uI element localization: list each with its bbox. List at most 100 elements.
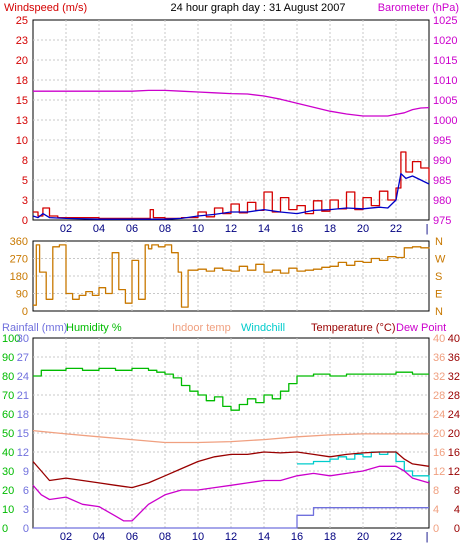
rainfall-tick: 30 (17, 333, 29, 345)
humidity-tick: 60 (2, 409, 14, 421)
indoor-temp-tick: 0 (433, 523, 439, 535)
dew-series-line (32, 465, 430, 522)
indoor-temp-tick: 40 (433, 333, 445, 345)
rainfall-tick: 12 (17, 447, 29, 459)
hour-tick: 08 (159, 223, 171, 235)
hour-tick: 22 (390, 223, 402, 235)
hour-tick: 20 (357, 223, 369, 235)
windspeed-tick: 18 (16, 75, 28, 87)
hour-tick: 10 (192, 531, 204, 543)
direction-tick: 90 (16, 289, 28, 301)
indoor-temp-tick: 32 (433, 371, 445, 383)
windspeed-tick: 3 (22, 195, 28, 207)
compass-tick: E (435, 289, 442, 301)
barometer-tick: 980 (433, 195, 451, 207)
indoor-series-line (32, 429, 429, 444)
indoor-temp-tick: 28 (433, 390, 445, 402)
hour-tick: 12 (225, 531, 237, 543)
temp-series-line (32, 451, 430, 489)
temperature-axis-label: Temperature (°C) (311, 322, 395, 334)
barometer-tick: 1025 (433, 15, 457, 27)
temperature-tick: 4 (454, 504, 460, 516)
hour-tick: 02 (60, 531, 72, 543)
rainfall-tick: 9 (23, 466, 29, 478)
windchill-series-line (297, 451, 430, 481)
temperature-tick: 16 (448, 447, 460, 459)
rainfall-tick: 15 (17, 428, 29, 440)
dew-point-label: Dew Point (396, 322, 446, 334)
hour-tick: 20 (357, 531, 369, 543)
wind-series-line (33, 151, 430, 220)
temperature-tick: 0 (454, 523, 460, 535)
barometer-tick: 1020 (433, 35, 457, 47)
indoor-temp-tick: 24 (433, 409, 445, 421)
chart-title: 24 hour graph day : 31 August 2007 (171, 2, 346, 14)
indoor-temp-tick: 36 (433, 352, 445, 364)
hour-tick: 04 (93, 531, 105, 543)
indoor-temp-tick: 16 (433, 447, 445, 459)
compass-tick: S (435, 271, 442, 283)
barometer-tick: 990 (433, 155, 451, 167)
windspeed-tick: 5 (22, 175, 28, 187)
temperature-tick: 32 (448, 371, 460, 383)
hour-tick: 16 (291, 223, 303, 235)
windspeed-tick: 15 (16, 95, 28, 107)
rainfall-axis-label: Rainfall (mm) (2, 322, 67, 334)
hour-tick: 12 (225, 223, 237, 235)
rainfall-tick: 18 (17, 409, 29, 421)
humidity-tick: 90 (2, 352, 14, 364)
baro-series-line (33, 89, 430, 117)
humidity-tick: 40 (2, 447, 14, 459)
humidity-tick: 80 (2, 371, 14, 383)
barometer-tick: 995 (433, 135, 451, 147)
humidity-series-line (33, 367, 429, 411)
hour-tick: 16 (291, 531, 303, 543)
indoor-temp-tick: 8 (433, 485, 439, 497)
compass-tick: N (435, 306, 443, 318)
compass-tick: N (435, 236, 443, 248)
dir-series-line (33, 244, 430, 308)
hour-tick: 14 (258, 531, 270, 543)
windspeed-axis-label: Windspeed (m/s) (4, 2, 87, 14)
humidity-tick: 50 (2, 428, 14, 440)
barometer-axis-label: Barometer (hPa) (378, 2, 459, 14)
indoor-temp-tick: 4 (433, 504, 439, 516)
direction-tick: 270 (10, 254, 28, 266)
windspeed-tick: 0 (22, 215, 28, 227)
rainfall-tick: 0 (23, 523, 29, 535)
rainfall-tick: 3 (23, 504, 29, 516)
humidity-tick: 0 (2, 523, 8, 535)
temperature-tick: 28 (448, 390, 460, 402)
rainfall-tick: 6 (23, 485, 29, 497)
barometer-tick: 985 (433, 175, 451, 187)
hour-tick: 04 (93, 223, 105, 235)
hour-tick: 18 (324, 223, 336, 235)
windchill-label: Windchill (241, 322, 285, 334)
windspeed-tick: 23 (16, 35, 28, 47)
humidity-tick: 70 (2, 390, 14, 402)
windspeed-tick: 20 (16, 55, 28, 67)
humidity-tick: 20 (2, 485, 14, 497)
barometer-tick: 1010 (433, 75, 457, 87)
direction-tick: 180 (10, 271, 28, 283)
hour-tick: 10 (192, 223, 204, 235)
gust-series-line (32, 172, 430, 220)
rainfall-tick: 24 (17, 371, 29, 383)
hour-tick: 06 (126, 223, 138, 235)
temperature-tick: 8 (454, 485, 460, 497)
humidity-tick: 30 (2, 466, 14, 478)
hour-tick: 14 (258, 223, 270, 235)
rainfall-tick: 21 (17, 390, 29, 402)
humidity-axis-label: Humidity % (66, 322, 122, 334)
indoor-temp-label: Indoor temp (172, 322, 231, 334)
direction-tick: 360 (10, 236, 28, 248)
humidity-tick: 100 (2, 333, 20, 345)
indoor-temp-tick: 12 (433, 466, 445, 478)
barometer-tick: 1000 (433, 115, 457, 127)
barometer-tick: 1005 (433, 95, 457, 107)
series-lines (32, 89, 430, 529)
temperature-tick: 36 (448, 352, 460, 364)
